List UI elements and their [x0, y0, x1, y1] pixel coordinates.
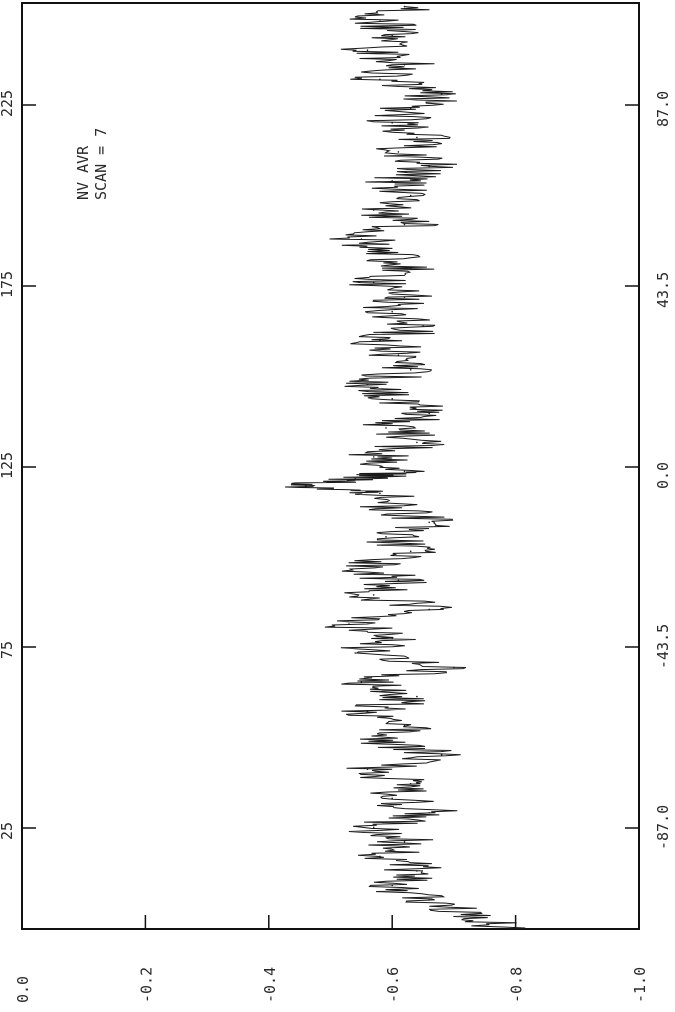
spectrum-point: [403, 841, 406, 843]
bottom-axis-tick-label: 0.0: [654, 462, 672, 489]
spectrum-point: [403, 470, 406, 473]
spectrum-point: [391, 180, 394, 182]
bottom-axis-tick-label: 87.0: [654, 91, 672, 127]
spectrum-point: [514, 928, 517, 930]
spectrum-point: [391, 310, 394, 313]
spectrum-point: [372, 209, 375, 211]
spectrum-point: [428, 899, 431, 901]
spectrum-point: [379, 339, 381, 342]
spectrum-point: [391, 122, 394, 124]
spectrum-point: [422, 325, 424, 328]
spectrum-line: [284, 6, 526, 930]
spectrum-point: [428, 412, 431, 415]
spectrum-point: [465, 913, 468, 916]
spectrum-point: [360, 238, 363, 240]
spectrum-point: [379, 20, 381, 23]
spectrum-point: [372, 594, 375, 596]
spectrum-point: [360, 565, 363, 567]
value-axis-tick-label: -0.4: [261, 967, 279, 1003]
value-axis-tick-label: -0.6: [384, 967, 402, 1003]
spectrum-point: [409, 369, 412, 371]
bottom-axis-tick-label: 43.5: [654, 272, 672, 308]
spectrum-point: [403, 296, 406, 298]
spectrum-point: [385, 427, 387, 429]
spectrum-point: [409, 782, 412, 785]
spectrum-point: [403, 63, 406, 66]
bottom-axis-tick-label: -43.5: [654, 624, 672, 669]
spectrum-point: [391, 398, 394, 400]
spectrum-point: [397, 151, 400, 153]
spectrum-point: [372, 826, 375, 829]
spectrum-point: [348, 623, 350, 625]
spectrum-point: [428, 165, 431, 168]
spectrum-point: [366, 49, 369, 51]
spectrum-series: [284, 5, 526, 930]
top-axis-tick-label: 175: [0, 271, 16, 298]
spectrum-point: [409, 107, 412, 110]
spectrum-point: [409, 194, 412, 197]
annotation-line2: SCAN = 7: [92, 128, 110, 200]
top-axis-tick-label: 25: [0, 822, 16, 840]
spectrum-point: [391, 34, 394, 37]
spectrum-point: [440, 753, 443, 756]
top-axis-tick-label: 225: [0, 90, 16, 117]
spectrum-point: [428, 812, 431, 814]
value-axis-tick-label: -0.2: [137, 967, 155, 1003]
spectrum-point: [379, 855, 381, 858]
spectrum-point: [416, 695, 418, 698]
spectrum-point: [372, 456, 375, 458]
spectrum-point: [366, 383, 369, 386]
spectrum-point: [385, 252, 387, 255]
top-axis-tick-label: 125: [0, 452, 16, 479]
axis-ticks: [21, 104, 640, 929]
annotation-line1: NV AVR: [74, 145, 92, 200]
top-axis-tick-label: 75: [0, 641, 16, 659]
spectrum-point: [366, 710, 369, 712]
spectrum-point: [379, 739, 381, 741]
spectrum-point: [385, 536, 387, 538]
plot-frame: [21, 2, 640, 930]
spectrum-point: [403, 5, 406, 8]
spectrum-point: [354, 477, 357, 480]
value-axis-tick-label: -0.8: [508, 967, 526, 1003]
spectrum-point: [440, 93, 443, 95]
spectrum-point: [397, 354, 400, 357]
spectrum-point: [391, 637, 394, 640]
spectrum-point: [397, 579, 400, 582]
spectrum-point: [354, 652, 357, 654]
spectrum-point: [416, 441, 418, 444]
spectrum-point: [379, 492, 381, 495]
spectrum-point: [428, 608, 431, 611]
spectrum-point: [391, 507, 394, 509]
spectrum-point: [379, 78, 381, 81]
spectrum-point: [409, 550, 412, 553]
spectrum-point: [391, 797, 394, 800]
spectrum-point: [403, 223, 406, 226]
spectrum-point: [428, 521, 431, 524]
spectrum-point: [305, 485, 307, 487]
spectrum-point: [409, 267, 412, 269]
spectrum-point: [366, 768, 369, 770]
bottom-axis-tick-label: -87.0: [654, 805, 672, 850]
spectrum-point: [416, 136, 418, 139]
value-axis-tick-label: -1.0: [631, 967, 649, 1003]
spectrum-point: [416, 870, 418, 872]
spectrum-point: [360, 681, 363, 683]
value-axis-tick-label: 0.0: [14, 976, 32, 1003]
spectrum-point: [403, 724, 406, 727]
spectrum-point: [453, 666, 455, 669]
spectrum-point: [372, 281, 375, 284]
spectrum-point: [391, 884, 394, 887]
